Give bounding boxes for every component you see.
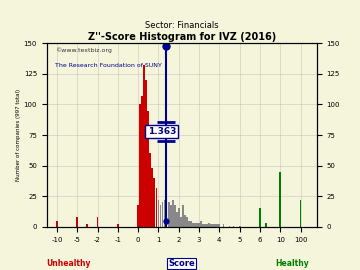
Bar	[164, 200, 166, 227]
Bar	[76, 217, 78, 227]
Bar	[210, 224, 212, 227]
Bar	[186, 217, 188, 227]
Bar	[198, 223, 200, 227]
Bar	[239, 225, 240, 227]
Bar	[145, 80, 147, 227]
Bar	[152, 168, 153, 227]
Bar	[182, 205, 184, 227]
Text: The Research Foundation of SUNY: The Research Foundation of SUNY	[55, 63, 162, 68]
Bar	[176, 212, 177, 227]
Bar	[216, 224, 218, 227]
Bar	[168, 202, 170, 227]
Text: Score: Score	[168, 259, 195, 268]
Bar	[153, 178, 155, 227]
Bar	[141, 96, 143, 227]
Bar	[212, 224, 214, 227]
Text: Sector: Financials: Sector: Financials	[145, 21, 219, 30]
Bar	[190, 221, 192, 227]
Bar	[147, 110, 149, 227]
Bar	[200, 221, 202, 227]
Bar	[219, 224, 220, 227]
Bar	[162, 202, 163, 227]
Bar	[279, 172, 281, 227]
Bar	[222, 224, 224, 227]
Title: Z''-Score Histogram for IVZ (2016): Z''-Score Histogram for IVZ (2016)	[88, 32, 276, 42]
Bar	[174, 205, 176, 227]
Bar	[196, 223, 198, 227]
Bar	[206, 224, 208, 227]
Bar	[192, 223, 194, 227]
Bar	[180, 217, 182, 227]
Bar	[188, 221, 190, 227]
Bar	[137, 205, 139, 227]
Bar	[300, 200, 301, 227]
Bar	[208, 223, 210, 227]
Bar	[204, 224, 206, 227]
Bar	[233, 225, 234, 227]
Bar	[202, 224, 204, 227]
Bar	[172, 200, 174, 227]
Bar	[184, 215, 186, 227]
Bar	[56, 221, 58, 227]
Text: Healthy: Healthy	[276, 259, 309, 268]
Bar	[143, 65, 145, 227]
Bar	[86, 224, 88, 227]
Bar	[229, 225, 230, 227]
Text: 1.363: 1.363	[148, 127, 176, 136]
Bar	[159, 205, 161, 227]
Bar	[139, 104, 141, 227]
Bar	[259, 208, 261, 227]
Bar	[117, 224, 119, 227]
Bar	[194, 223, 196, 227]
Text: Unhealthy: Unhealthy	[46, 259, 91, 268]
Bar	[166, 217, 167, 227]
Bar	[215, 224, 216, 227]
Bar	[96, 217, 99, 227]
Text: ©www.textbiz.org: ©www.textbiz.org	[55, 47, 112, 52]
Y-axis label: Number of companies (997 total): Number of companies (997 total)	[16, 89, 21, 181]
Bar	[149, 153, 151, 227]
Bar	[158, 200, 159, 227]
Bar	[156, 188, 157, 227]
Bar	[265, 223, 267, 227]
Bar	[170, 205, 172, 227]
Bar	[178, 208, 180, 227]
